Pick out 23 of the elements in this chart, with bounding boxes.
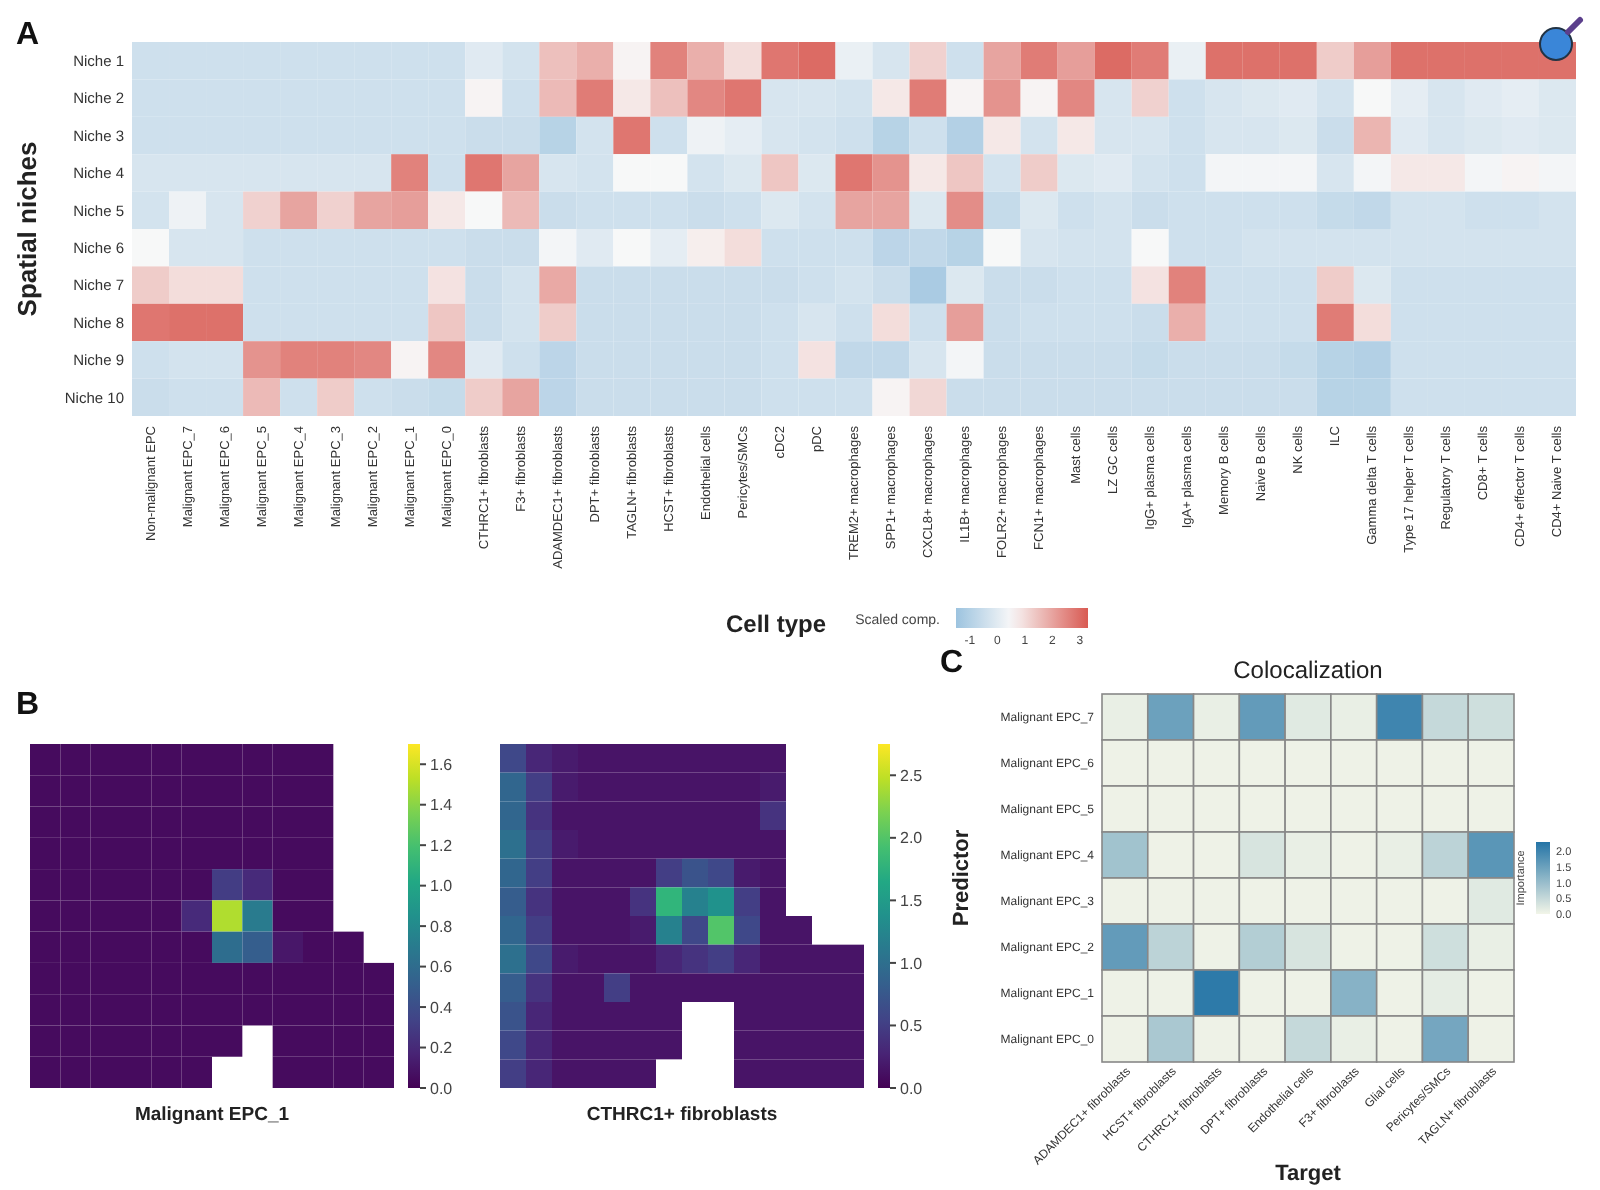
chart-title: Colocalization bbox=[1233, 656, 1383, 684]
color-bar-label: 0.2 bbox=[430, 1039, 454, 1058]
text: C bbox=[940, 646, 964, 680]
x-axis-title: Cell type bbox=[725, 610, 827, 638]
color-bar-label: 1.2 bbox=[430, 836, 454, 855]
text: A bbox=[16, 18, 40, 52]
color-bar-label: 0.6 bbox=[430, 958, 454, 977]
color-bar-label: 1.6 bbox=[430, 755, 454, 774]
color-bar-label: 2.0 bbox=[900, 829, 924, 848]
color-bar-label: 1.0 bbox=[900, 954, 924, 973]
color-bar-label: 1.5 bbox=[900, 891, 924, 910]
y-axis-title: Spatial niches bbox=[12, 141, 42, 317]
color-bar-label: 0.0 bbox=[430, 1079, 454, 1098]
color-bar-label: 2.5 bbox=[900, 766, 924, 785]
x-axis-title: Target bbox=[1275, 1162, 1342, 1186]
color-bar-label: 0.0 bbox=[900, 1079, 924, 1098]
color-bar-label: 1.0 bbox=[430, 877, 454, 896]
color-bar-label: 0.8 bbox=[430, 917, 454, 936]
y-axis-title: Predictor bbox=[950, 828, 974, 927]
text: B bbox=[16, 688, 40, 722]
color-bar-label: 1.4 bbox=[430, 796, 454, 815]
color-bar-label: 0.5 bbox=[900, 1017, 924, 1036]
color-bar-label: 0.4 bbox=[430, 998, 454, 1017]
